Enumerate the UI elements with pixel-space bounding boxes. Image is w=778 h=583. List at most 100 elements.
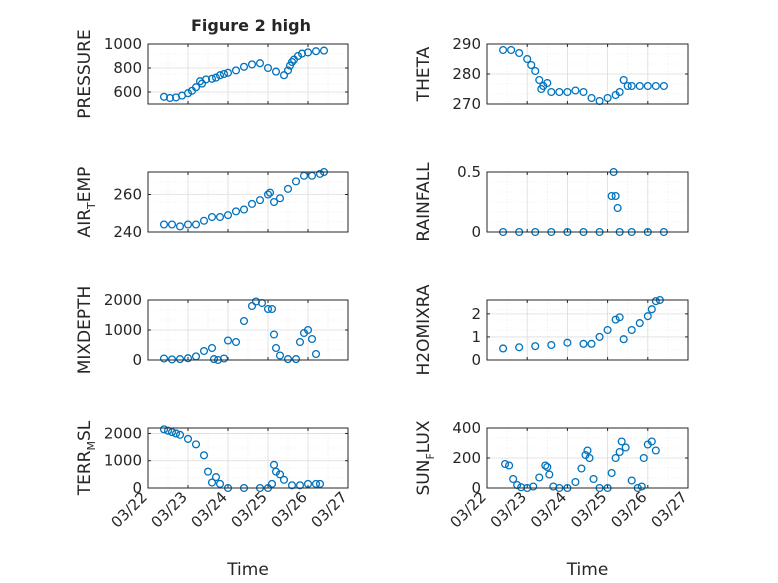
data-point <box>583 446 592 455</box>
data-point <box>159 425 169 434</box>
y-tick-label: 270 <box>452 95 481 113</box>
data-point <box>587 93 596 103</box>
data-point <box>637 482 646 491</box>
data-point <box>269 330 279 339</box>
data-point <box>211 73 221 82</box>
data-point <box>517 483 526 492</box>
data-point <box>577 464 586 473</box>
x-tick-label: 03/22 <box>447 488 490 531</box>
data-point <box>247 199 257 208</box>
data-point <box>509 474 518 484</box>
data-point <box>211 473 221 482</box>
data-point <box>651 81 660 91</box>
subplot-h2omixra: 0 1 2 H2OMIXRA <box>414 284 689 376</box>
data-point <box>283 66 293 75</box>
data-point <box>643 81 652 91</box>
y-axis-label: MIXDEPTH <box>75 286 95 375</box>
data-point <box>543 78 552 88</box>
data-point <box>191 83 201 92</box>
data-point <box>303 48 313 57</box>
y-tick-label: 0 <box>471 223 481 241</box>
data-point <box>603 325 612 335</box>
data-point <box>585 453 594 463</box>
data-point <box>219 69 229 79</box>
data-point <box>595 332 604 341</box>
data-point <box>291 355 301 364</box>
data-point <box>611 453 620 463</box>
subplot-mixdepth: 0 1000 2000 MIXDEPTH <box>75 286 349 375</box>
data-point <box>209 355 219 364</box>
data-point <box>183 220 193 229</box>
data-point <box>647 437 656 446</box>
data-point <box>159 220 169 229</box>
x-tick-label: 03/23 <box>487 488 530 531</box>
axes-box <box>147 171 349 233</box>
data-point <box>267 304 277 314</box>
data-point <box>279 71 289 80</box>
data-point <box>175 222 185 231</box>
data-point <box>283 355 293 364</box>
y-axis-label: PRESSURE <box>75 29 95 118</box>
data-point <box>183 89 193 98</box>
y-tick-label: 200 <box>452 449 481 467</box>
data-point <box>651 446 660 455</box>
data-point <box>571 477 580 487</box>
y-tick-label: 2 <box>471 305 481 323</box>
data-point <box>501 459 510 469</box>
data-point <box>231 337 241 347</box>
data-point <box>579 339 588 348</box>
data-point <box>255 59 265 68</box>
data-point <box>175 430 185 439</box>
data-point <box>263 63 273 73</box>
data-point <box>545 470 554 479</box>
data-point <box>175 355 185 364</box>
data-point <box>311 479 321 488</box>
y-tick-label: 1000 <box>104 35 142 53</box>
data-point <box>607 191 616 201</box>
data-point <box>295 337 305 347</box>
data-point <box>311 349 321 359</box>
data-point <box>199 216 209 225</box>
y-tick-label: 1000 <box>104 321 142 339</box>
x-tick-label: 03/27 <box>308 488 351 531</box>
data-point <box>159 354 169 363</box>
data-point <box>165 93 175 103</box>
axes-box <box>486 171 689 233</box>
y-tick-label: 800 <box>113 59 142 77</box>
data-point <box>623 81 632 91</box>
x-tick-label: 03/24 <box>188 488 231 531</box>
axes-box <box>147 43 349 105</box>
data-point <box>199 451 209 460</box>
data-point <box>635 81 644 91</box>
data-point <box>201 75 211 84</box>
x-tick-label: 03/25 <box>567 488 610 531</box>
y-tick-label: 0.5 <box>457 163 481 181</box>
data-point <box>223 211 233 220</box>
subplot-rainfall: 0 0.5 RAINFALL <box>414 162 689 242</box>
data-point <box>627 81 636 91</box>
data-point <box>571 86 580 95</box>
data-point <box>307 334 317 344</box>
data-point <box>231 207 241 216</box>
data-point <box>219 354 229 363</box>
y-tick-label: 0 <box>132 479 142 497</box>
data-point <box>611 315 620 324</box>
x-tick-label: 03/25 <box>228 488 271 531</box>
data-point <box>199 346 209 356</box>
data-point <box>627 476 636 485</box>
data-point <box>263 304 273 314</box>
data-point <box>283 184 293 193</box>
data-point <box>651 297 660 306</box>
axes-box <box>147 427 349 489</box>
y-axis-label: TERRMSL <box>75 420 98 496</box>
data-point <box>287 57 297 67</box>
data-point <box>543 462 552 472</box>
data-point <box>555 87 564 97</box>
data-point <box>619 75 628 85</box>
x-tick-label: 03/23 <box>148 488 191 531</box>
data-point <box>279 475 289 484</box>
data-point <box>579 87 588 97</box>
data-point <box>167 428 177 437</box>
y-tick-label: 260 <box>113 186 142 204</box>
axes-box <box>486 299 689 361</box>
